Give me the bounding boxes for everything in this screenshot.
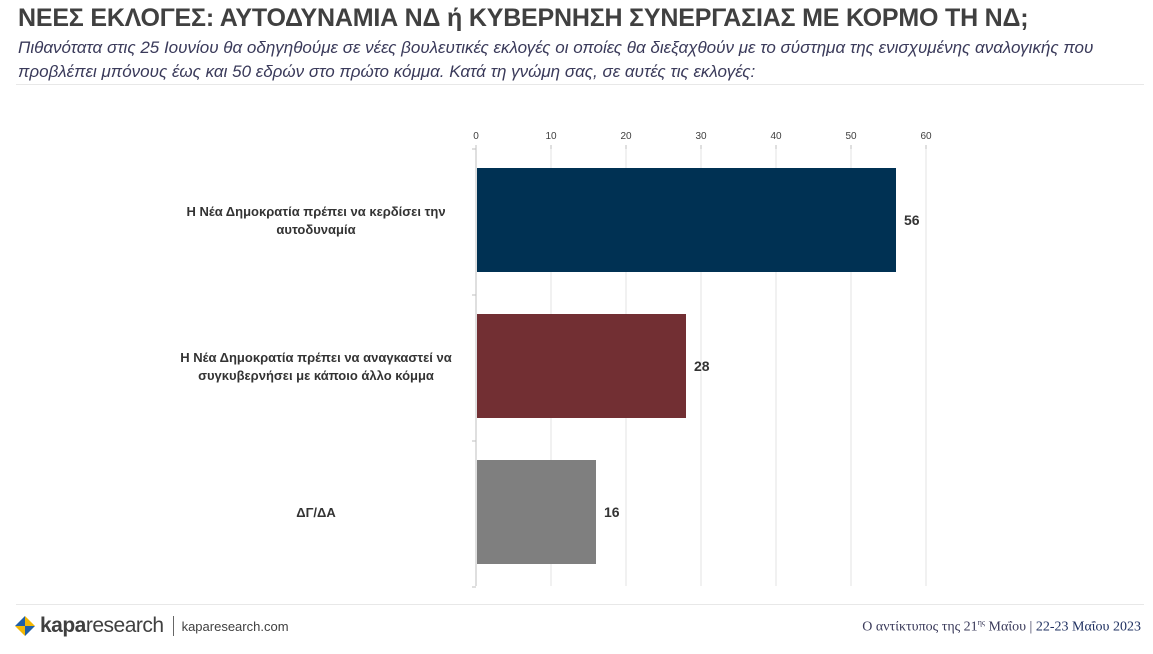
kapa-logo-icon	[15, 616, 35, 636]
data-label-1: 56	[904, 212, 920, 228]
website-link[interactable]: kaparesearch.com	[181, 618, 289, 634]
survey-date: 22-23 Μαΐου 2023	[1035, 619, 1141, 635]
footer-divider	[16, 604, 1144, 605]
source-prefix: Ο αντίκτυπος της 21	[862, 619, 978, 635]
source-suffix: Μαΐου |	[985, 619, 1036, 635]
tick-label-10: 10	[545, 131, 557, 142]
bar-1	[477, 168, 896, 272]
source-note: Ο αντίκτυπος της 21ης Μαΐου | 22-23 Μαΐο…	[862, 618, 1141, 636]
tick-label-0: 0	[473, 131, 479, 142]
category-label-2-line-2: συγκυβερνήσει με κάποιο άλλο κόμμα	[198, 368, 434, 383]
bar-3	[477, 460, 596, 564]
tick-label-50: 50	[845, 131, 857, 142]
data-labels: 56 28 16	[604, 212, 920, 520]
tick-label-40: 40	[770, 131, 782, 142]
category-label-1-line-2: αυτοδυναμία	[276, 222, 355, 237]
data-label-3: 16	[604, 504, 620, 520]
page-title: ΝΕΕΣ ΕΚΛΟΓΕΣ: ΑΥΤΟΔΥΝΑΜΙΑ ΝΔ ή ΚΥΒΕΡΝΗΣΗ…	[18, 4, 1029, 32]
logo-text-bold: kapa	[40, 614, 86, 637]
logo-separator	[172, 616, 174, 636]
logo-text-light: research	[85, 614, 164, 637]
tick-label-20: 20	[620, 131, 632, 142]
category-labels: Η Νέα Δημοκρατία πρέπει να κερδίσει την α…	[180, 204, 451, 520]
x-axis-ticks: 0 10 20 30 40 50 60	[473, 131, 932, 149]
category-label-3-line-1: ΔΓ/ΔΑ	[296, 505, 336, 520]
bar-chart: 0 10 20 30 40 50 60 Η Νέα Δημοκρατία πρέπει να…	[180, 131, 932, 588]
page-subtitle: Πιθανότατα στις 25 Ιουνίου θα οδηγηθούμε…	[18, 38, 1094, 81]
data-label-2: 28	[694, 358, 710, 374]
header-divider	[16, 84, 1144, 85]
category-label-1-line-1: Η Νέα Δημοκρατία πρέπει να κερδίσει την	[186, 204, 445, 219]
category-label-2-line-1: Η Νέα Δημοκρατία πρέπει να αναγκαστεί να	[180, 350, 451, 365]
tick-label-60: 60	[920, 131, 932, 142]
source-superscript: ης	[977, 618, 986, 627]
bar-2	[477, 314, 686, 418]
bars	[477, 168, 896, 564]
kapa-research-logo: kapa research kaparesearch.com	[14, 612, 289, 640]
tick-label-30: 30	[695, 131, 707, 142]
